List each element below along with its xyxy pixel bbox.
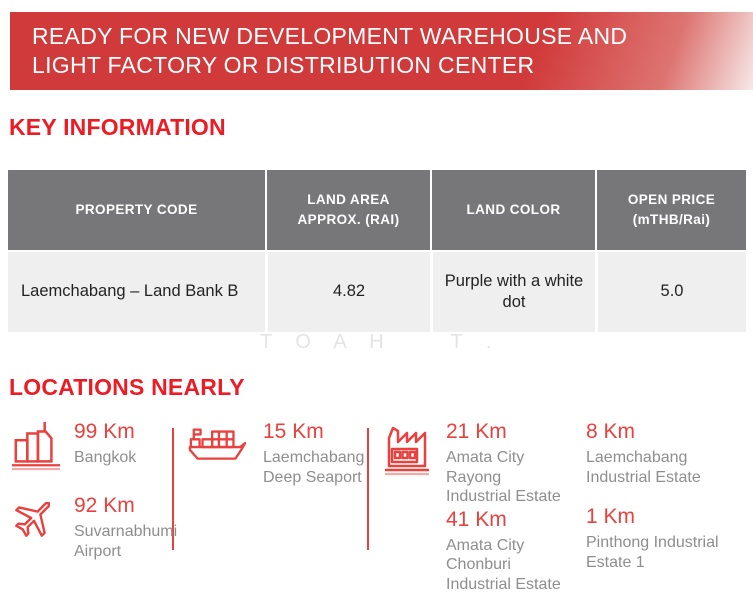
location-text: 1 Km Pinthong Industrial Estate 1: [586, 505, 738, 572]
plane-icon: [10, 494, 74, 542]
location-item-laemchabang-estate: 8 Km Laemchabang Industrial Estate: [586, 420, 750, 487]
ship-icon: [187, 420, 263, 470]
header-open-price: OPEN PRICE (mTHB/Rai): [595, 170, 746, 250]
location-text: 92 Km Suvarnabhumi Airport: [74, 494, 178, 561]
locations-heading: LOCATIONS NEARLY: [9, 374, 245, 400]
watermark-text: T O A H T .: [260, 331, 501, 353]
locations-group-city: 99 Km Bangkok 92 Km Suvarnabhumi Airport: [10, 420, 178, 583]
location-item-pinthong-estate: 1 Km Pinthong Industrial Estate 1: [586, 505, 750, 572]
locations-group-seaport: 15 Km Laemchabang Deep Seaport: [187, 420, 365, 487]
locations-group-industrial: 21 Km Amata City Rayong Industrial Estat…: [384, 420, 566, 595]
location-item-amata-rayong: 21 Km Amata City Rayong Industrial Estat…: [384, 420, 566, 507]
location-text: 21 Km Amata City Rayong Industrial Estat…: [446, 420, 566, 507]
table-row: Laemchabang – Land Bank B 4.82 Purple wi…: [8, 252, 746, 332]
location-label: Laemchabang Industrial Estate: [586, 449, 701, 486]
location-label: Suvarnabhumi Airport: [74, 523, 178, 560]
location-label: Amata City Chonburi Industrial Estate: [446, 536, 561, 593]
header-banner: READY FOR NEW DEVELOPMENT WAREHOUSE AND …: [10, 12, 753, 90]
banner-title: READY FOR NEW DEVELOPMENT WAREHOUSE AND …: [32, 22, 628, 78]
distance-value: 21 Km: [446, 420, 507, 443]
location-item-bangkok: 99 Km Bangkok: [10, 420, 174, 472]
location-label: Amata City Rayong Industrial Estate: [446, 449, 561, 506]
header-land-color: LAND COLOR: [430, 170, 595, 250]
locations-divider-2: [367, 428, 369, 550]
key-information-table: PROPERTY CODE LAND AREA APPROX. (RAI) LA…: [8, 170, 746, 332]
distance-value: 15 Km: [263, 420, 324, 443]
factory-icon: [384, 420, 446, 478]
distance-value: 41 Km: [446, 507, 507, 531]
distance-value: 92 Km: [74, 494, 135, 517]
locations-group-estates: 8 Km Laemchabang Industrial Estate 1 Km …: [572, 420, 750, 590]
location-label: Laemchabang Deep Seaport: [263, 449, 365, 486]
locations-divider-1: [172, 428, 174, 550]
cell-land-color: Purple with a white dot: [430, 252, 595, 332]
city-icon: [10, 420, 74, 472]
distance-value: 99 Km: [74, 420, 135, 443]
distance-value: 8 Km: [586, 420, 636, 443]
cell-property-code: Laemchabang – Land Bank B: [21, 282, 239, 301]
location-label: Bangkok: [74, 449, 137, 467]
table-header-row: PROPERTY CODE LAND AREA APPROX. (RAI) LA…: [8, 170, 746, 250]
cell-land-area: 4.82: [265, 252, 430, 332]
location-label: Pinthong Industrial Estate 1: [586, 534, 719, 571]
location-text: 8 Km Laemchabang Industrial Estate: [586, 420, 738, 487]
location-text: 41 Km Amata City Chonburi Industrial Est…: [446, 508, 566, 595]
location-item-amata-chonburi: 41 Km Amata City Chonburi Industrial Est…: [384, 508, 566, 595]
header-property-code: PROPERTY CODE: [75, 202, 198, 218]
key-information-heading: KEY INFORMATION: [9, 114, 226, 140]
header-land-area: LAND AREA APPROX. (RAI): [265, 170, 430, 250]
cell-open-price: 5.0: [595, 252, 746, 332]
location-text: 15 Km Laemchabang Deep Seaport: [263, 420, 365, 487]
distance-value: 1 Km: [586, 505, 636, 529]
location-text: 99 Km Bangkok: [74, 420, 136, 468]
location-item-seaport: 15 Km Laemchabang Deep Seaport: [187, 420, 365, 487]
location-item-airport: 92 Km Suvarnabhumi Airport: [10, 494, 178, 561]
